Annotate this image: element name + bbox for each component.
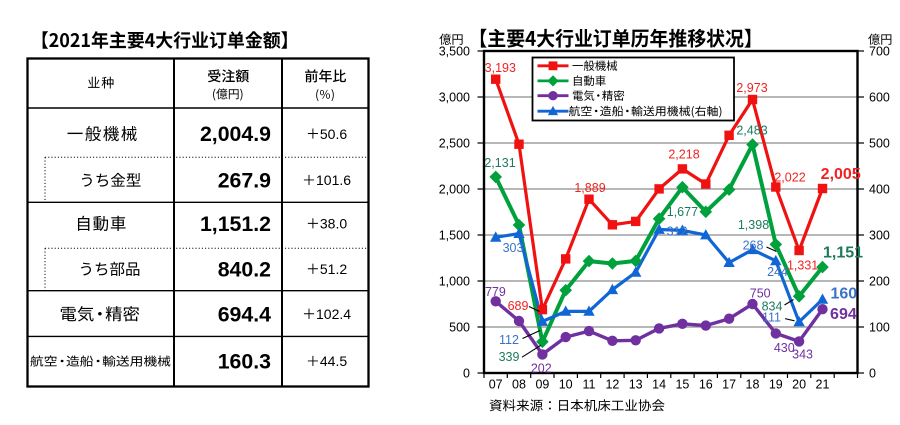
svg-text:2,000: 2,000 xyxy=(439,183,470,197)
svg-text:400: 400 xyxy=(869,183,890,197)
svg-text:51.2: 51.2 xyxy=(320,261,347,277)
svg-text:11: 11 xyxy=(583,378,596,392)
svg-text:44.5: 44.5 xyxy=(320,353,347,369)
svg-text:18: 18 xyxy=(746,378,760,392)
svg-text:1,889: 1,889 xyxy=(574,181,605,195)
svg-text:2,500: 2,500 xyxy=(439,137,470,151)
svg-text:1,151.2: 1,151.2 xyxy=(200,212,271,236)
svg-text:2,004.9: 2,004.9 xyxy=(200,122,271,146)
svg-text:50.6: 50.6 xyxy=(320,126,347,142)
svg-text:202: 202 xyxy=(531,362,552,376)
svg-text:160.3: 160.3 xyxy=(218,350,271,374)
svg-text:21: 21 xyxy=(816,378,830,392)
svg-text:1,500: 1,500 xyxy=(439,229,470,243)
svg-text:1,331: 1,331 xyxy=(787,258,818,272)
svg-text:07: 07 xyxy=(489,378,503,392)
svg-text:694.4: 694.4 xyxy=(218,302,271,326)
svg-text:430: 430 xyxy=(774,341,795,355)
svg-text:750: 750 xyxy=(750,287,771,301)
svg-text:160: 160 xyxy=(830,286,857,303)
svg-text:1,000: 1,000 xyxy=(439,275,470,289)
svg-text:0: 0 xyxy=(463,367,470,381)
svg-text:3,500: 3,500 xyxy=(439,45,470,59)
svg-text:38.0: 38.0 xyxy=(320,216,347,232)
svg-text:834: 834 xyxy=(762,300,783,314)
svg-text:343: 343 xyxy=(792,348,813,362)
svg-text:112: 112 xyxy=(499,333,519,347)
svg-text:2,131: 2,131 xyxy=(484,156,515,170)
svg-text:1,677: 1,677 xyxy=(667,205,698,219)
svg-text:16: 16 xyxy=(699,378,713,392)
svg-text:09: 09 xyxy=(535,378,549,392)
svg-text:15: 15 xyxy=(675,378,689,392)
svg-text:100: 100 xyxy=(869,321,890,335)
svg-text:300: 300 xyxy=(869,229,890,243)
svg-text:694: 694 xyxy=(830,306,857,323)
svg-text:17: 17 xyxy=(722,378,736,392)
svg-text:13: 13 xyxy=(629,378,643,392)
svg-text:2,483: 2,483 xyxy=(736,124,767,138)
svg-text:339: 339 xyxy=(499,350,520,364)
svg-text:20: 20 xyxy=(792,378,806,392)
svg-text:689: 689 xyxy=(508,299,529,313)
svg-text:500: 500 xyxy=(449,321,470,335)
svg-text:303: 303 xyxy=(503,241,524,255)
svg-text:10: 10 xyxy=(559,378,573,392)
svg-text:0: 0 xyxy=(869,367,876,381)
svg-text:268: 268 xyxy=(743,238,764,252)
svg-text:2,973: 2,973 xyxy=(736,81,767,95)
svg-text:1,151: 1,151 xyxy=(823,244,863,261)
svg-text:2,005: 2,005 xyxy=(821,166,861,183)
svg-text:3,193: 3,193 xyxy=(485,61,516,75)
svg-text:08: 08 xyxy=(512,378,526,392)
svg-text:1,398: 1,398 xyxy=(738,218,769,232)
svg-text:267.9: 267.9 xyxy=(218,169,271,193)
svg-text:102.4: 102.4 xyxy=(316,306,351,322)
svg-text:700: 700 xyxy=(869,45,890,59)
svg-text:244: 244 xyxy=(767,265,788,279)
svg-text:14: 14 xyxy=(652,378,666,392)
svg-text:312: 312 xyxy=(667,224,688,238)
svg-text:2,022: 2,022 xyxy=(774,170,805,184)
svg-text:19: 19 xyxy=(769,378,783,392)
svg-text:600: 600 xyxy=(869,91,890,105)
svg-text:200: 200 xyxy=(869,275,890,289)
svg-text:500: 500 xyxy=(869,137,890,151)
svg-text:3,000: 3,000 xyxy=(439,91,470,105)
svg-text:101.6: 101.6 xyxy=(316,172,351,188)
svg-text:111: 111 xyxy=(762,311,781,325)
svg-text:779: 779 xyxy=(485,285,506,299)
svg-text:12: 12 xyxy=(605,378,619,392)
svg-text:2,218: 2,218 xyxy=(668,147,699,161)
svg-text:840.2: 840.2 xyxy=(218,257,271,281)
